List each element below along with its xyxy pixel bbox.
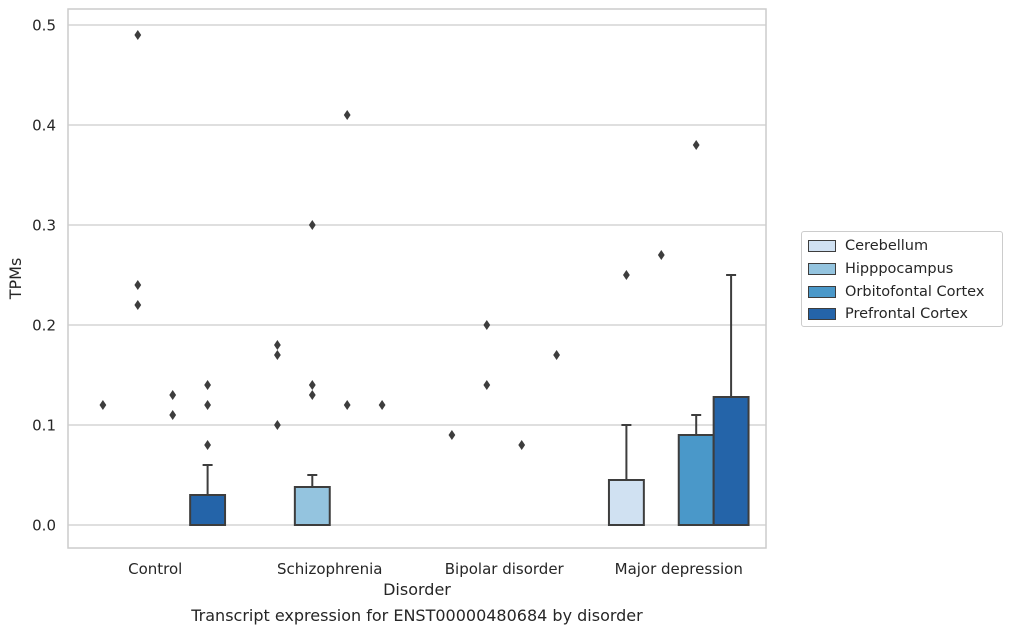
outlier-point bbox=[308, 390, 316, 400]
legend-swatch-orbitofontal-cortex bbox=[808, 286, 836, 298]
outlier-point bbox=[99, 400, 107, 410]
plot-frame bbox=[67, 8, 767, 549]
outlier-point bbox=[274, 350, 281, 360]
x-axis-ticks: Control Schizophrenia Bipolar disorder Majo… bbox=[128, 560, 743, 578]
bars bbox=[189, 274, 750, 526]
outlier-point bbox=[623, 270, 630, 280]
outlier-point bbox=[483, 320, 491, 330]
outlier-point bbox=[483, 380, 491, 390]
legend-swatch-prefrontal-cortex bbox=[808, 308, 836, 320]
legend-label-orbitofontal-cortex: Orbitofontal Cortex bbox=[845, 284, 985, 300]
outlier-point bbox=[134, 300, 142, 310]
legend-item-cerebellum: Cerebellum bbox=[808, 236, 928, 256]
legend: Cerebellum Hipppocampus Orbitofontal Cor… bbox=[801, 231, 1003, 327]
outlier-point bbox=[134, 280, 142, 290]
x-tick-label: Control bbox=[128, 560, 182, 578]
outlier-point bbox=[204, 440, 211, 450]
bar bbox=[293, 486, 331, 526]
y-tick-label: 0.1 bbox=[32, 417, 56, 435]
y-tick-label: 0.5 bbox=[32, 17, 56, 35]
outlier-point bbox=[692, 140, 700, 150]
legend-label-prefrontal-cortex: Prefrontal Cortex bbox=[845, 306, 968, 322]
outlier-point bbox=[308, 220, 316, 230]
outlier-point bbox=[204, 400, 211, 410]
outlier-point bbox=[343, 400, 351, 410]
outlier-point bbox=[378, 400, 386, 410]
y-tick-label: 0.4 bbox=[32, 117, 56, 135]
outlier-point bbox=[169, 410, 177, 420]
legend-label-cerebellum: Cerebellum bbox=[845, 238, 929, 254]
outlier-point bbox=[553, 350, 560, 360]
legend-item-orbitofontal-cortex: Orbitofontal Cortex bbox=[808, 282, 984, 302]
grid-lines bbox=[68, 24, 766, 526]
legend-swatch-cerebellum bbox=[808, 240, 836, 252]
x-tick-label: Schizophrenia bbox=[277, 560, 382, 578]
bar bbox=[607, 479, 645, 526]
y-tick-label: 0.2 bbox=[32, 317, 56, 335]
x-axis-label: Disorder bbox=[383, 580, 451, 599]
y-tick-label: 0.0 bbox=[32, 517, 56, 535]
x-tick-label: Major depression bbox=[615, 560, 743, 578]
outlier-point bbox=[657, 250, 665, 260]
outlier-point bbox=[134, 30, 142, 40]
bar bbox=[712, 396, 750, 526]
outlier-point bbox=[448, 430, 456, 440]
outlier-point bbox=[343, 110, 351, 120]
x-tick-label: Bipolar disorder bbox=[445, 560, 565, 578]
outlier-point bbox=[274, 420, 281, 430]
bar bbox=[677, 434, 715, 526]
outlier-point bbox=[204, 380, 211, 390]
outlier-point bbox=[169, 390, 177, 400]
chart-caption: Transcript expression for ENST0000048068… bbox=[191, 606, 643, 625]
legend-label-hipppocampus: Hipppocampus bbox=[845, 261, 954, 277]
legend-item-hipppocampus: Hipppocampus bbox=[808, 259, 953, 279]
outlier-point bbox=[518, 440, 526, 450]
y-axis-label: TPMs bbox=[6, 258, 25, 301]
outlier-point bbox=[308, 380, 316, 390]
legend-item-prefrontal-cortex: Prefrontal Cortex bbox=[808, 304, 968, 324]
y-tick-label: 0.3 bbox=[32, 217, 56, 235]
outlier-point bbox=[274, 340, 281, 350]
outlier-points bbox=[99, 30, 700, 450]
bar bbox=[189, 494, 227, 526]
legend-swatch-hipppocampus bbox=[808, 263, 836, 275]
y-axis-ticks: 0.0 0.1 0.2 0.3 0.4 0.5 bbox=[32, 17, 56, 535]
